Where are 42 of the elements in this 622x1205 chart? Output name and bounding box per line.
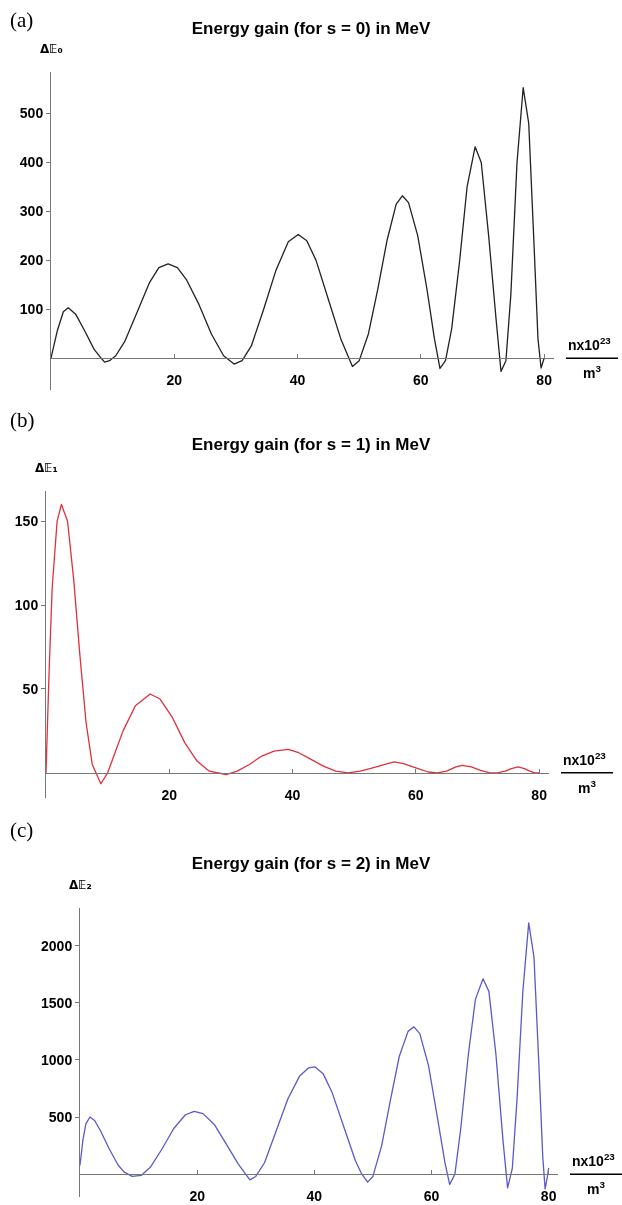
x-tick-label: 60 [413, 372, 429, 388]
x-axis-title: nx10$^{23}$ [568, 335, 612, 353]
x-tick-label: 80 [531, 786, 548, 803]
x-tick-label: 80 [536, 372, 553, 388]
x-axis-title: nx10$^{23}$ [572, 1151, 616, 1169]
y-tick-label: 1000 [41, 1051, 73, 1068]
y-tick-label: 2000 [41, 937, 73, 954]
y-tick-label: 500 [48, 1108, 73, 1125]
x-axis-title: nx10$^{23}$ [563, 750, 607, 768]
y-tick-label: 50 [22, 680, 39, 697]
y-tick-label: 400 [19, 154, 44, 171]
y-tick-label: 150 [14, 513, 39, 530]
x-tick-label: 20 [166, 372, 183, 388]
x-tick-label: 60 [423, 1187, 440, 1204]
y-tick-label: 500 [19, 105, 44, 122]
line-series [80, 922, 550, 1190]
text: (b) [10, 408, 35, 432]
y-tick-label: 300 [19, 203, 44, 220]
y-tick-label: 100 [19, 301, 44, 318]
chart-title: Energy gain (for s = 0) in MeV [191, 18, 431, 38]
x-tick-label: 20 [189, 1187, 206, 1204]
x-tick-label: 20 [161, 786, 178, 803]
text: (c) [10, 818, 34, 842]
text: m$^{3}$ [583, 363, 602, 381]
text: (a) [10, 8, 34, 32]
text: m$^{3}$ [587, 1179, 606, 1197]
y-axis-title: Δ𝔼₀ [40, 42, 63, 56]
x-tick-label: 40 [289, 372, 306, 388]
y-tick-label: 100 [14, 596, 39, 613]
x-tick-label: 40 [306, 1187, 323, 1204]
y-axis-title: Δ𝔼₁ [35, 461, 58, 475]
chart-title: Energy gain (for s = 1) in MeV [191, 434, 431, 454]
x-tick-label: 60 [408, 786, 424, 803]
y-tick-label: 200 [19, 252, 44, 269]
text: m$^{3}$ [578, 778, 597, 796]
line-series [46, 503, 540, 785]
x-tick-label: 40 [284, 786, 301, 803]
chart-title: Energy gain (for s = 2) in MeV [191, 853, 431, 873]
x-tick-label: 80 [540, 1187, 557, 1204]
y-tick-label: 1500 [41, 994, 73, 1011]
line-series [51, 87, 545, 373]
y-axis-title: Δ𝔼₂ [69, 878, 92, 892]
